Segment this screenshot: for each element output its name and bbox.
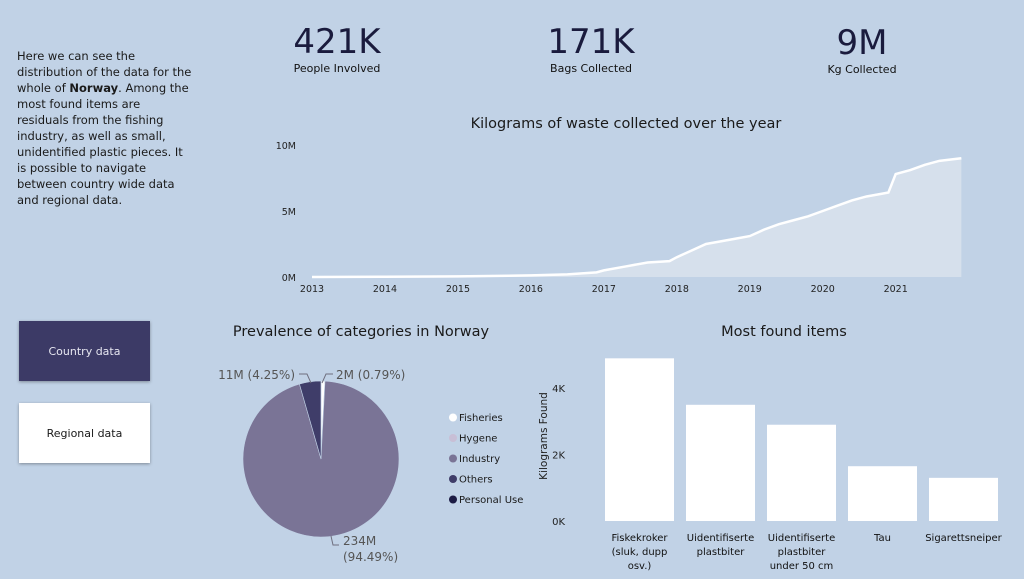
bar-chart-title: Most found items [721, 324, 847, 340]
pie-label-industry-pct: (94.49%) [343, 550, 398, 564]
kpi-kg-label: Kg Collected [827, 63, 897, 76]
area-y-tick-label: 0M [282, 273, 296, 284]
legend-marker [449, 454, 457, 463]
bar-x-tick-label: Sigarettsneiper [925, 533, 1002, 544]
area-x-tick-label: 2016 [519, 284, 543, 295]
area-x-tick-label: 2013 [300, 284, 324, 295]
pie-label-fisheries: 2M (0.79%) [336, 368, 405, 382]
kpi-kg: 9M Kg Collected [787, 23, 937, 76]
bar-x-tick-label: Uidentifiserte [768, 533, 835, 544]
bar-x-tick-label: plastbiter [778, 547, 827, 558]
area-chart-title: Kilograms of waste collected over the ye… [470, 116, 782, 132]
legend-marker [449, 434, 457, 442]
area-x-tick-label: 2019 [738, 284, 762, 295]
area-x-tick-label: 2015 [446, 284, 470, 295]
area-chart: 0M 5M 10M 2013 2014 2015 2016 2017 2018 2019 2020 2… [276, 141, 962, 295]
pie-chart: 2M (0.79%) 11M (4.25%) 234M (94.49%) Fisheri… [218, 368, 523, 564]
kpi-people-label: People Involved [293, 62, 381, 75]
bar-x-tick-label: Fiskekroker [611, 533, 668, 544]
area-x-tick-label: 2018 [665, 284, 689, 295]
pie-leader-line [330, 535, 339, 546]
area-x-tick-label: 2017 [592, 284, 616, 295]
bar-chart: Kilograms Found 0K 2K 4K Fiskekroker (sluk, d… [538, 358, 1003, 572]
bar-x-tick-label: Uidentifiserte [687, 533, 754, 544]
kpi-bags-label: Bags Collected [550, 62, 632, 75]
bar-x-tick-label: Tau [873, 533, 891, 544]
area-y-tick-label: 5M [282, 207, 296, 218]
description-before: Here we can see the distribution of the … [17, 49, 192, 95]
kpi-kg-value: 9M [836, 23, 888, 63]
kpi-bags: 171K Bags Collected [516, 22, 666, 75]
regional-data-button[interactable]: Regional data [19, 403, 150, 463]
legend-label: Industry [459, 454, 500, 465]
legend-marker [449, 495, 457, 504]
bar [767, 424, 836, 521]
pie-leader-line [299, 373, 312, 384]
kpi-people-value: 421K [293, 22, 381, 62]
bar-y-axis-title: Kilograms Found [538, 392, 550, 480]
bar-x-tick-label: (sluk, dupp [612, 547, 668, 558]
bar-x-tick-label: plastbiter [697, 547, 746, 558]
pie-label-industry: 234M [343, 534, 376, 548]
legend-marker [449, 475, 457, 483]
description-text: Here we can see the distribution of the … [17, 48, 192, 208]
bar [605, 358, 674, 521]
area-series-line [311, 156, 962, 279]
bar-x-tick-label: under 50 cm [770, 561, 834, 572]
bar-y-tick-label: 4K [552, 384, 565, 395]
legend-label: Hygene [459, 434, 497, 445]
bar [848, 466, 917, 521]
legend-marker [449, 413, 457, 422]
area-y-tick-label: 10M [276, 141, 296, 152]
area-x-tick-label: 2020 [811, 284, 835, 295]
bar-y-tick-label: 0K [552, 517, 565, 528]
legend-label: Others [459, 475, 493, 486]
bar-y-tick-label: 2K [552, 451, 565, 462]
description-bold: Norway [69, 81, 119, 95]
bar [686, 404, 755, 521]
kpi-bags-value: 171K [547, 22, 635, 62]
legend-label: Fisheries [459, 413, 503, 424]
kpi-people: 421K People Involved [262, 22, 412, 75]
pie-leader-line [321, 373, 333, 384]
area-fill [312, 158, 962, 277]
pie-label-others: 11M (4.25%) [218, 368, 295, 382]
bar [929, 477, 998, 521]
pie-chart-title: Prevalence of categories in Norway [232, 324, 490, 340]
bar-x-tick-label: osv.) [628, 561, 652, 572]
area-x-tick-label: 2021 [884, 284, 908, 295]
area-x-tick-label: 2014 [373, 284, 397, 295]
legend-label: Personal Use [459, 495, 523, 506]
country-data-button[interactable]: Country data [19, 321, 150, 381]
description-after: . Among the most found items are residua… [17, 81, 189, 207]
